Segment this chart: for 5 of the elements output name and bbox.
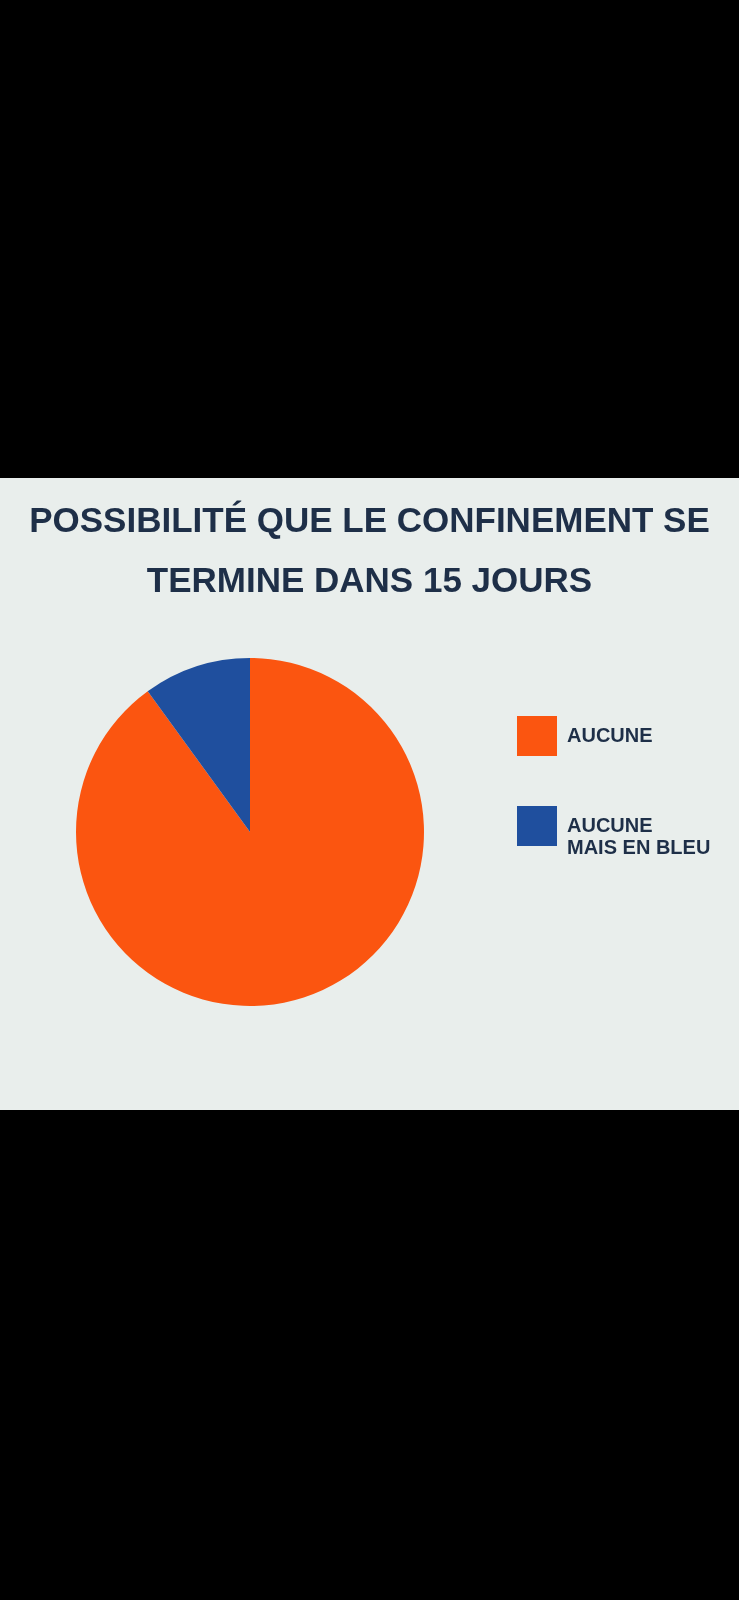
legend-label: AUCUNE [567,724,653,746]
pie-slice [76,658,424,1006]
legend-label: AUCUNE MAIS EN BLEU [567,814,711,858]
pie-slice [147,658,250,832]
chart-title: POSSIBILITÉ QUE LE CONFINEMENT SE TERMINE DANS 15 JOURS [29,500,710,599]
